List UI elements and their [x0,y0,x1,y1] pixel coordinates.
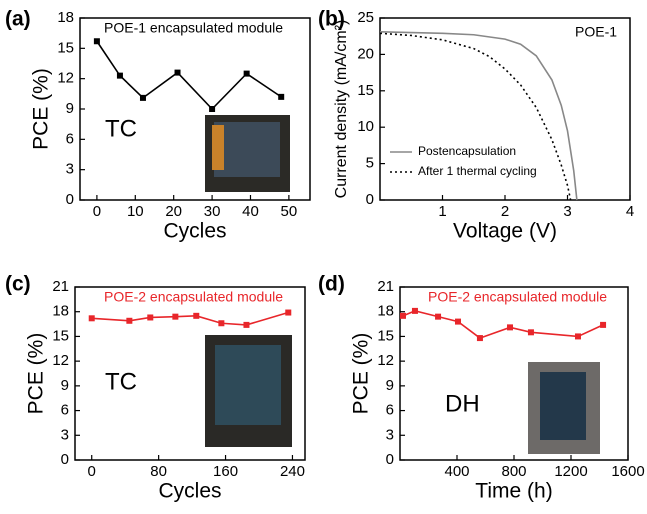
x-axis-label: Voltage (V) [453,220,557,243]
y-tick-label: 10 [357,118,374,135]
annotation: TC [105,115,137,142]
y-axis-label: PCE (%) [25,333,48,415]
y-tick-label: 0 [61,451,69,468]
y-tick-label: 15 [357,82,374,99]
data-point [285,310,291,316]
data-point [455,319,461,325]
data-point [126,318,132,324]
data-point [94,38,100,44]
y-tick-label: 18 [52,303,69,320]
panel-label: (d) [318,273,345,296]
data-point [172,314,178,320]
y-tick-label: 3 [66,161,74,178]
y-tick-label: 6 [386,402,394,419]
x-tick-label: 3 [563,203,571,220]
y-tick-label: 18 [377,303,394,320]
x-tick-label: 400 [444,463,469,480]
photo-inset [540,372,586,440]
data-point [193,313,199,319]
data-point [117,73,123,79]
x-tick-label: 80 [150,463,167,480]
data-point [218,320,224,326]
data-point [147,314,153,320]
data-point [244,71,250,77]
data-point [435,314,441,320]
data-point [412,308,418,314]
y-tick-label: 15 [57,39,74,56]
data-line [92,313,289,325]
x-tick-label: 4 [626,203,634,220]
panel-label: (c) [5,273,31,296]
x-tick-label: 2 [501,203,509,220]
x-tick-label: 0 [93,203,101,220]
x-axis-label: Cycles [163,220,226,243]
y-tick-label: 21 [377,278,394,295]
annotation: POE-1 [575,24,617,40]
legend-label: After 1 thermal cycling [418,164,537,178]
x-tick-label: 1600 [611,463,644,480]
y-axis-label: PCE (%) [350,333,373,415]
y-axis-label: PCE (%) [30,68,53,150]
annotation: POE-2 encapsulated module [428,289,607,305]
y-tick-label: 18 [57,9,74,26]
photo-inset [215,345,281,425]
data-point [528,329,534,335]
x-tick-label: 1200 [554,463,587,480]
x-tick-label: 30 [204,203,221,220]
x-axis-label: Time (h) [475,480,552,503]
y-tick-label: 15 [52,327,69,344]
y-tick-label: 0 [66,191,74,208]
panel-label: (b) [318,8,345,31]
data-point [140,95,146,101]
y-tick-label: 9 [61,377,69,394]
y-axis-label: Current density (mA/cm²) [333,20,350,199]
x-tick-label: 1 [438,203,446,220]
data-point [278,94,284,100]
x-tick-label: 240 [280,463,305,480]
data-line [403,311,603,338]
data-point [575,333,581,339]
annotation: POE-1 encapsulated module [104,20,283,36]
legend-label: Postencapsulation [418,144,516,158]
x-tick-label: 0 [88,463,96,480]
data-point [600,322,606,328]
y-tick-label: 25 [357,9,374,26]
data-point [175,70,181,76]
y-tick-label: 15 [377,327,394,344]
x-tick-label: 50 [281,203,298,220]
x-tick-label: 40 [242,203,259,220]
annotation: DH [445,390,480,417]
y-tick-label: 5 [366,155,374,172]
y-tick-label: 21 [52,278,69,295]
x-tick-label: 20 [165,203,182,220]
x-tick-label: 10 [127,203,144,220]
data-line [97,41,281,109]
y-tick-label: 3 [61,426,69,443]
data-point [507,324,513,330]
y-tick-label: 0 [386,451,394,468]
panel-label: (a) [5,8,31,31]
annotation: TC [105,368,137,395]
y-tick-label: 3 [386,426,394,443]
y-tick-label: 20 [357,45,374,62]
x-axis-label: Cycles [158,480,221,503]
annotation: POE-2 encapsulated module [104,289,283,305]
figure: 010203040500369121518CyclesPCE (%)(a)POE… [0,0,647,514]
photo-inset [212,125,224,170]
y-tick-label: 12 [57,70,74,87]
y-tick-label: 12 [377,352,394,369]
data-point [209,106,215,112]
data-point [477,335,483,341]
data-point [400,313,406,319]
data-point [89,315,95,321]
x-tick-label: 800 [501,463,526,480]
y-tick-label: 9 [386,377,394,394]
y-tick-label: 12 [52,352,69,369]
y-tick-label: 6 [66,130,74,147]
y-tick-label: 6 [61,402,69,419]
x-tick-label: 160 [213,463,238,480]
data-point [243,322,249,328]
y-tick-label: 9 [66,100,74,117]
y-tick-label: 0 [366,191,374,208]
